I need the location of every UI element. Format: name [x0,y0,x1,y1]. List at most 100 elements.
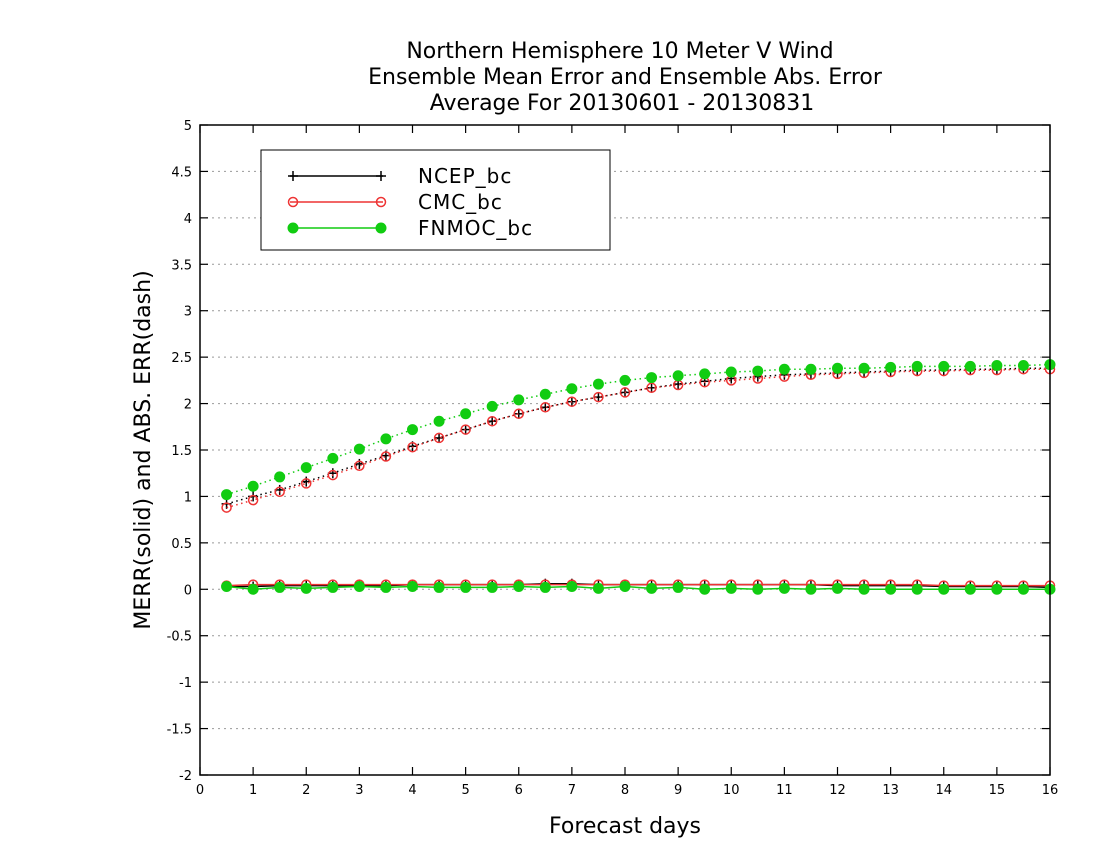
x-tick-label: 7 [568,783,576,798]
x-tick-label: 15 [989,783,1006,798]
abs-err-point-NCEP_bc [487,416,498,427]
abs-err-point-FNMOC_bc [274,471,286,483]
abs-err-point-CMC_bc [354,460,365,472]
x-tick-label: 12 [829,783,846,798]
merr-point-FNMOC_bc [513,581,525,592]
merr-point-FNMOC_bc [752,583,764,595]
x-tick-label: 3 [355,783,363,798]
merr-point-FNMOC_bc [938,583,950,595]
abs-err-point-NCEP_bc [513,408,524,419]
series-CMC_bc [221,363,1056,591]
chart-title-line-1: Northern Hemisphere 10 Meter V Wind [406,39,833,64]
legend-marker-CMC_bc [375,196,387,208]
abs-err-point-FNMOC_bc [566,383,578,395]
merr-point-FNMOC_bc [885,583,897,595]
abs-err-line-NCEP_bc [226,367,1050,505]
y-tick-label: 4 [184,212,192,227]
merr-point-FNMOC_bc [592,582,604,594]
abs-err-point-CMC_bc [301,478,312,489]
merr-point-FNMOC_bc [619,581,631,592]
legend-box [260,149,611,251]
legend-marker-FNMOC_bc [375,222,387,234]
abs-err-point-CMC_bc [460,424,471,435]
merr-point-FNMOC_bc [964,583,976,595]
abs-err-point-FNMOC_bc [805,363,817,375]
abs-err-point-FNMOC_bc [699,368,711,380]
y-tick-label: 5 [184,119,192,134]
abs-err-point-FNMOC_bc [539,388,551,400]
merr-point-FNMOC_bc [221,581,233,592]
abs-err-point-FNMOC_bc [592,378,604,390]
y-tick-label: -2 [179,769,192,784]
y-tick-label: 0 [184,583,192,598]
merr-point-FNMOC_bc [380,581,392,593]
abs-err-point-CMC_bc [221,502,232,513]
abs-err-point-FNMOC_bc [460,408,472,420]
abs-err-point-FNMOC_bc [486,400,498,412]
merr-point-FNMOC_bc [300,582,312,594]
x-tick-label: 5 [461,783,469,798]
merr-point-FNMOC_bc [832,582,843,594]
legend-marker-NCEP_bc [288,171,298,181]
abs-err-point-FNMOC_bc [433,415,445,427]
abs-err-point-FNMOC_bc [513,394,525,406]
x-tick-label: 8 [621,783,629,798]
abs-err-point-CMC_bc [380,451,392,462]
abs-err-point-FNMOC_bc [300,462,312,474]
abs-err-point-FNMOC_bc [911,360,923,372]
merr-point-FNMOC_bc [778,582,790,594]
abs-err-point-CMC_bc [407,441,418,453]
abs-err-point-FNMOC_bc [778,363,790,375]
abs-err-line-CMC_bc [226,368,1050,509]
abs-err-point-NCEP_bc [540,402,551,413]
abs-err-point-FNMOC_bc [938,360,950,372]
y-tick-label: 3.5 [171,258,192,273]
chart-title: Northern Hemisphere 10 Meter V Wind Ense… [368,39,883,116]
abs-err-point-FNMOC_bc [725,366,737,378]
grid [200,170,1050,730]
merr-point-FNMOC_bc [327,581,339,593]
y-tick-label: 4.5 [171,165,192,180]
legend-marker-NCEP_bc [376,171,386,181]
merr-point-FNMOC_bc [646,582,658,594]
abs-err-point-FNMOC_bc [672,370,684,382]
abs-err-point-CMC_bc [646,382,657,394]
abs-err-point-FNMOC_bc [619,374,631,386]
abs-err-point-CMC_bc [540,402,551,413]
abs-err-point-FNMOC_bc [858,362,870,374]
abs-err-point-FNMOC_bc [327,452,339,464]
y-tick-label: 2.5 [171,351,192,366]
x-tick-label: 11 [776,783,793,798]
abs-err-point-FNMOC_bc [646,372,658,384]
x-axis-label: Forecast days [549,814,701,839]
y-tick-label: -1 [179,676,192,691]
merr-point-FNMOC_bc [566,581,578,592]
x-tick-label: 9 [674,783,682,798]
abs-err-point-CMC_bc [593,391,604,403]
abs-err-point-CMC_bc [566,396,578,407]
y-tick-label: 0.5 [171,537,192,552]
merr-point-FNMOC_bc [247,583,259,595]
merr-point-FNMOC_bc [433,581,445,593]
abs-err-point-FNMOC_bc [991,360,1003,371]
abs-err-point-FNMOC_bc [221,489,233,501]
abs-err-point-FNMOC_bc [885,361,897,373]
abs-err-point-FNMOC_bc [380,433,392,445]
abs-err-point-FNMOC_bc [752,365,764,377]
merr-point-FNMOC_bc [353,581,365,592]
abs-err-point-CMC_bc [486,415,498,427]
merr-point-FNMOC_bc [486,581,498,593]
x-tick-label: 13 [882,783,899,798]
y-tick-label: -1.5 [167,723,192,738]
abs-err-point-CMC_bc [247,494,259,506]
abs-err-point-FNMOC_bc [1017,360,1029,371]
x-tick-label: 16 [1042,783,1059,798]
legend-label-NCEP_bc: NCEP_bc [418,164,512,188]
merr-point-FNMOC_bc [1017,583,1029,595]
x-tick-label: 0 [196,783,204,798]
abs-err-line-FNMOC_bc [226,363,1051,496]
series-layer [221,359,1056,595]
chart-title-line-2: Ensemble Mean Error and Ensemble Abs. Er… [368,65,883,90]
abs-err-point-NCEP_bc [434,432,445,443]
